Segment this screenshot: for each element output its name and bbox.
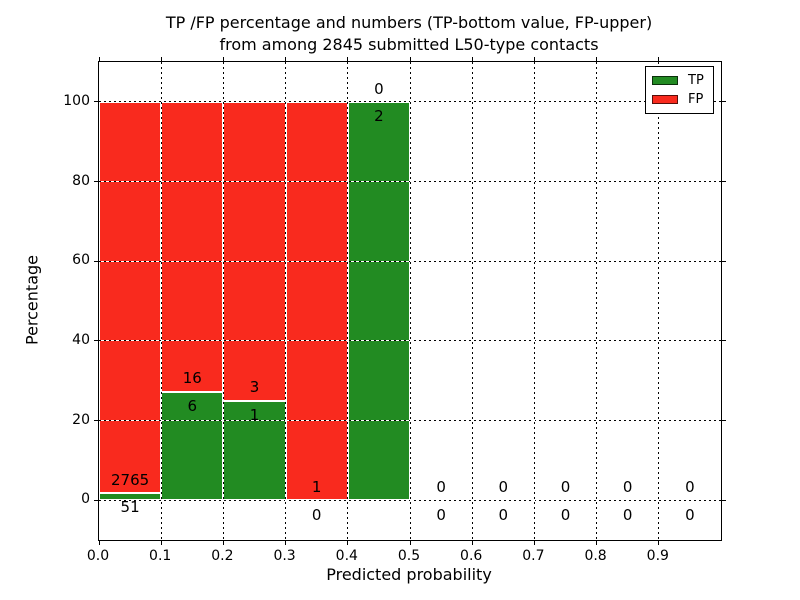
fp-count-label-7: 0 (560, 478, 571, 497)
tp-count-label-9: 0 (685, 505, 695, 524)
y-tick-left-60 (94, 260, 98, 262)
bar-segment-fp-2 (223, 101, 286, 401)
x-tick-top-0.3 (285, 57, 287, 61)
x-tick-bottom-0.9 (658, 541, 660, 545)
tp-legend-label: TP (688, 73, 704, 88)
x-tick-top-0.5 (409, 57, 411, 61)
fp-legend-swatch-icon (652, 95, 678, 104)
legend: TP FP (645, 66, 714, 114)
x-tick-bottom-0.4 (347, 541, 349, 545)
gridline-x-0.9 (658, 62, 660, 540)
fp-count-label-8: 0 (622, 478, 633, 497)
chart-title-line1: TP /FP percentage and numbers (TP-bottom… (165, 13, 653, 32)
tp-count-label-1: 6 (187, 396, 198, 415)
x-tick-bottom-0.6 (471, 541, 473, 545)
gridline-x-0.7 (533, 62, 535, 540)
bar-segment-tp-1 (161, 391, 224, 501)
x-tick-label-0.7: 0.7 (522, 548, 545, 564)
x-tick-top-0.9 (658, 57, 660, 61)
gridline-x-0.3 (285, 62, 287, 540)
gridline-x-0.2 (222, 62, 224, 540)
tp-count-label-6: 0 (498, 505, 509, 524)
y-tick-right-80 (722, 181, 726, 182)
y-tick-label-40: 40 (72, 331, 90, 348)
x-tick-label-0.4: 0.4 (335, 548, 358, 564)
x-tick-top-0.0 (98, 57, 100, 61)
x-tick-bottom-0.3 (285, 541, 287, 545)
legend-item-tp: TP (652, 73, 707, 88)
fp-count-label-4: 0 (374, 79, 384, 98)
x-tick-label-0.1: 0.1 (149, 548, 172, 564)
fp-count-label-9: 0 (685, 478, 695, 497)
x-tick-bottom-0.5 (409, 541, 411, 545)
x-tick-label-0.9: 0.9 (646, 548, 669, 564)
y-tick-label-0: 0 (81, 491, 90, 508)
y-tick-right-20 (722, 420, 726, 421)
x-tick-label-0.0: 0.0 (86, 548, 110, 564)
x-tick-label-0.3: 0.3 (273, 548, 296, 564)
gridline-x-0.5 (409, 62, 411, 540)
y-tick-right-40 (722, 340, 726, 342)
tp-count-label-7: 0 (560, 505, 571, 524)
y-tick-left-80 (94, 181, 98, 182)
y-tick-left-0 (94, 499, 98, 501)
plot-area: 2765 51 16 6 3 1 1 0 0 2 0 0 0 0 0 0 0 0 0 0 (94, 57, 726, 545)
y-tick-label-60: 60 (72, 252, 90, 269)
y-tick-label-80: 80 (72, 172, 90, 189)
y-tick-label-20: 20 (72, 411, 90, 428)
y-tick-right-60 (722, 260, 726, 262)
bar-segment-tp-0 (99, 492, 162, 501)
x-tick-top-0.2 (222, 57, 224, 61)
x-tick-bottom-0.7 (533, 541, 535, 545)
fp-count-label-1: 16 (182, 369, 202, 388)
chart-title-line2: from among 2845 submitted L50-type conta… (219, 35, 599, 54)
gridline-x-0.1 (160, 62, 162, 540)
bar-segment-fp-1 (161, 101, 224, 392)
bar-segment-tp-2 (223, 400, 286, 501)
x-tick-top-0.7 (533, 57, 535, 61)
x-tick-top-0.1 (160, 57, 162, 61)
fp-legend-label: FP (688, 92, 704, 107)
y-tick-left-100 (94, 101, 98, 103)
x-tick-label-0.5: 0.5 (397, 548, 421, 564)
bar-segment-tp-4 (347, 101, 410, 501)
chart-title: TP /FP percentage and numbers (TP-bottom… (98, 12, 720, 56)
tp-count-label-2: 1 (249, 405, 260, 424)
tp-count-label-3: 0 (311, 505, 322, 524)
tp-count-label-8: 0 (622, 505, 633, 524)
fp-count-label-3: 1 (311, 478, 322, 497)
x-tick-top-0.4 (347, 57, 349, 61)
tp-legend-swatch-icon (652, 76, 678, 85)
y-tick-left-20 (94, 420, 98, 421)
x-tick-bottom-0.1 (160, 541, 162, 545)
x-tick-bottom-0.8 (596, 541, 598, 545)
fp-count-label-5: 0 (436, 478, 446, 497)
y-tick-label-100: 100 (63, 92, 90, 109)
tp-count-label-0: 51 (120, 498, 140, 517)
bar-segment-fp-0 (99, 101, 162, 493)
x-tick-top-0.8 (596, 57, 598, 61)
x-tick-bottom-0.2 (222, 541, 224, 545)
fp-count-label-0: 2765 (111, 470, 150, 489)
x-axis-label: Predicted probability (326, 565, 492, 584)
bar-segment-fp-3 (285, 101, 348, 501)
gridline-x-0.4 (347, 62, 349, 540)
x-tick-label-0.6: 0.6 (460, 548, 483, 564)
tp-count-label-4: 2 (374, 107, 384, 126)
x-tick-label-0.8: 0.8 (584, 548, 607, 564)
y-tick-left-40 (94, 340, 98, 342)
y-tick-right-0 (722, 499, 726, 501)
gridline-x-0.6 (471, 62, 473, 540)
fp-count-label-2: 3 (249, 378, 260, 397)
legend-item-fp: FP (652, 92, 707, 107)
gridline-x-0.8 (596, 62, 598, 540)
fp-count-label-6: 0 (498, 478, 509, 497)
tp-count-label-5: 0 (436, 505, 446, 524)
y-tick-right-100 (722, 101, 726, 103)
x-tick-top-0.6 (471, 57, 473, 61)
x-tick-label-0.2: 0.2 (211, 548, 234, 564)
x-tick-bottom-0.0 (98, 541, 100, 545)
